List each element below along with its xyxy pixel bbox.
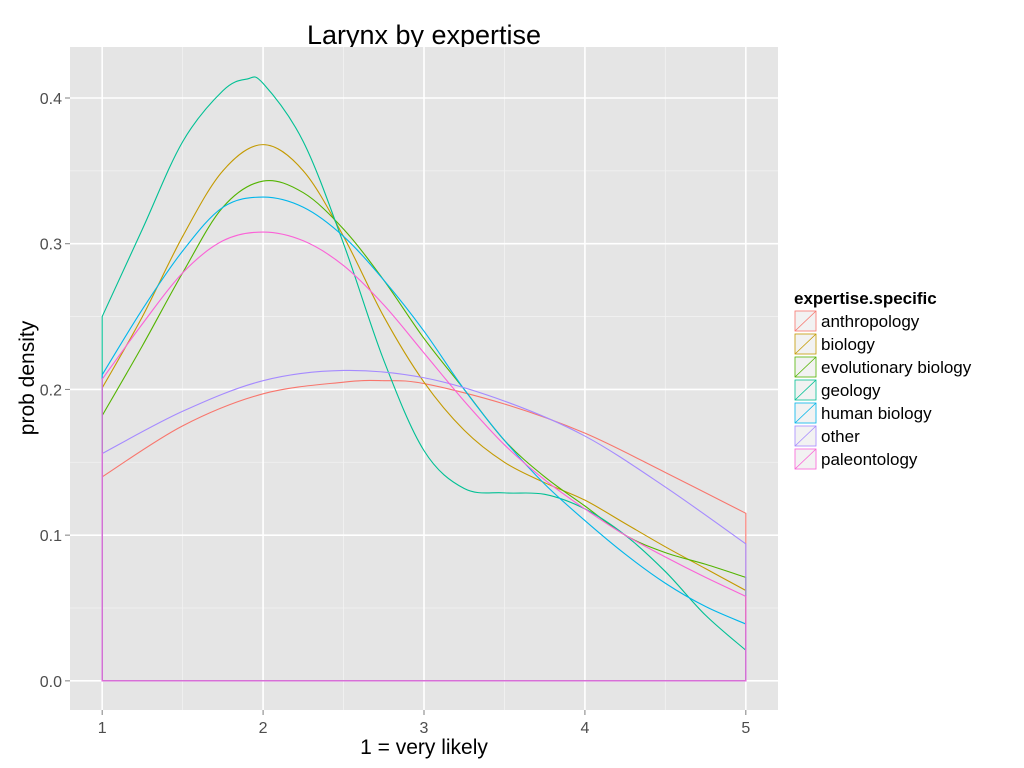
legend-key-anthropology — [794, 310, 817, 332]
legend-key-biology — [794, 333, 817, 355]
x-tick-label: 5 — [741, 720, 750, 737]
legend-key-line — [794, 333, 817, 355]
legend-label-geology: geology — [821, 381, 881, 400]
y-tick-label: 0.2 — [40, 382, 62, 399]
legend-title: expertise.specific — [794, 289, 937, 308]
y-axis-title: prob density — [16, 320, 39, 435]
axes: 1 2 3 4 5 0.0 0.1 0.2 0.3 0.4 — [40, 91, 751, 737]
x-tick-label: 4 — [580, 720, 589, 737]
y-tick-label: 0.0 — [40, 674, 62, 691]
density-line-other — [101, 369, 747, 682]
density-line-paleontology — [101, 231, 747, 682]
legend-label-other: other — [821, 427, 860, 446]
density-line-human-biology — [101, 196, 747, 682]
density-line-biology — [101, 144, 747, 682]
legend-key-line — [794, 425, 817, 447]
legend-key-geology — [794, 379, 817, 401]
legend-key-line — [794, 402, 817, 424]
chart-title: Larynx by expertise — [307, 20, 541, 50]
y-tick-label: 0.1 — [40, 528, 62, 545]
density-line-anthropology — [101, 379, 747, 682]
legend-key-line — [794, 356, 817, 378]
legend: expertise.specific anthropology biology ev… — [793, 289, 972, 471]
x-tick-label: 3 — [420, 720, 429, 737]
x-tick-label: 2 — [259, 720, 268, 737]
legend-label-evolutionary-biology: evolutionary biology — [821, 358, 972, 377]
legend-key-line — [794, 310, 817, 332]
legend-items: anthropology biology evolutionary biology g… — [793, 309, 972, 471]
y-tick-label: 0.4 — [40, 91, 62, 108]
legend-label-paleontology: paleontology — [821, 450, 918, 469]
legend-key-line — [794, 379, 817, 401]
legend-label-human-biology: human biology — [821, 404, 932, 423]
density-line-evolutionary-biology — [101, 179, 747, 682]
x-tick-label: 1 — [98, 720, 107, 737]
legend-label-biology: biology — [821, 335, 875, 354]
legend-label-anthropology: anthropology — [821, 312, 920, 331]
series-lines — [101, 76, 747, 682]
y-tick-label: 0.3 — [40, 237, 62, 254]
legend-key-evolutionary-biology — [794, 356, 817, 378]
legend-key-paleontology — [794, 448, 817, 470]
legend-key-line — [794, 448, 817, 470]
legend-key-human-biology — [794, 402, 817, 424]
legend-key-other — [794, 425, 817, 447]
x-axis-title: 1 = very likely — [360, 736, 488, 759]
